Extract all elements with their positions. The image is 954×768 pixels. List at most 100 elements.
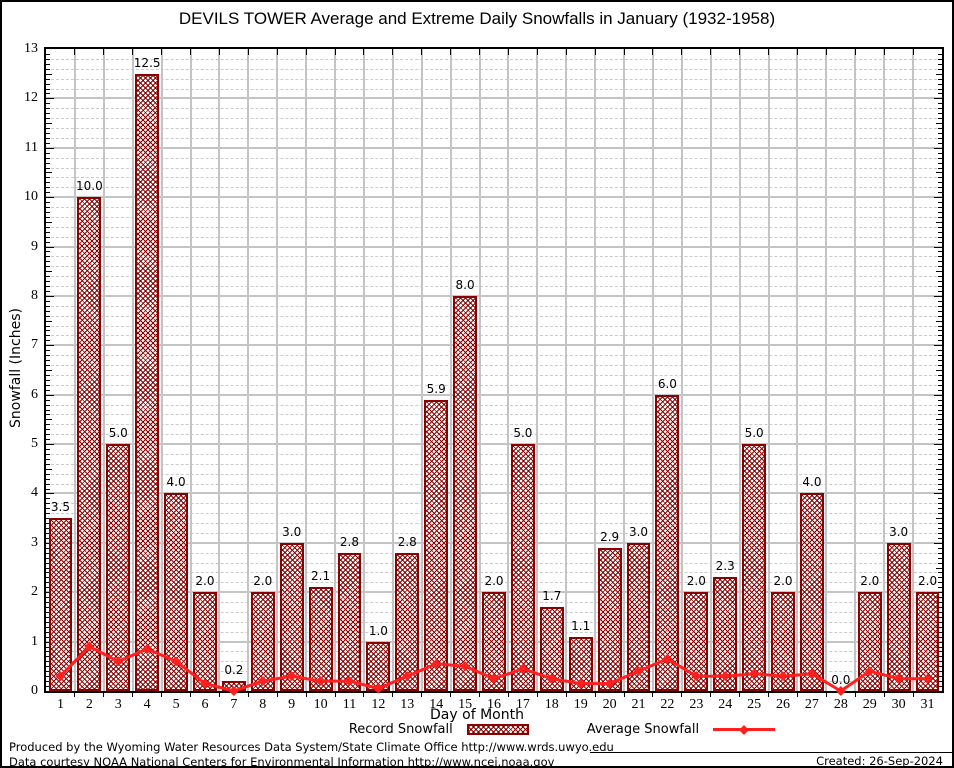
y-tick <box>46 374 50 376</box>
y-tick <box>938 152 942 154</box>
bar-value-label: 12.5 <box>133 55 161 70</box>
y-tick <box>938 142 942 144</box>
y-tick <box>46 142 50 144</box>
x-tick-label: 16 <box>487 697 501 712</box>
gridline-minor <box>46 463 942 465</box>
y-tick <box>46 325 50 327</box>
y-tick <box>46 562 50 564</box>
y-tick <box>46 394 54 396</box>
average-point-marker <box>402 671 413 682</box>
x-tick <box>276 691 278 697</box>
x-tick <box>594 49 596 55</box>
x-tick-label: 31 <box>920 697 935 712</box>
y-tick <box>46 503 50 505</box>
x-tick <box>392 49 394 55</box>
y-tick <box>938 651 942 653</box>
y-tick <box>938 53 942 55</box>
y-tick <box>46 414 50 416</box>
y-tick <box>938 429 942 431</box>
bar-value-label: 2.9 <box>600 529 620 544</box>
gridline-major <box>46 146 942 149</box>
y-tick <box>938 508 942 510</box>
y-tick <box>938 325 942 327</box>
x-tick <box>450 49 452 55</box>
created-date: Created: 26-Sep-2024 <box>816 754 943 768</box>
average-point-marker <box>344 676 355 687</box>
y-tick <box>938 523 942 525</box>
y-tick <box>46 172 52 174</box>
y-tick <box>936 518 942 520</box>
y-tick <box>46 557 50 559</box>
y-tick <box>938 192 942 194</box>
y-tick <box>938 631 942 633</box>
bar-value-label: 2.8 <box>397 534 417 549</box>
average-point-marker <box>662 653 673 664</box>
y-tick <box>46 197 54 199</box>
y-tick <box>938 621 942 623</box>
y-tick <box>938 414 942 416</box>
y-tick <box>936 419 942 421</box>
x-tick <box>479 691 481 697</box>
y-tick <box>46 681 50 683</box>
gridline-minor <box>46 68 942 70</box>
y-tick <box>938 88 942 90</box>
y-tick <box>936 320 942 322</box>
bar-value-label: 0.0 <box>831 673 851 687</box>
y-tick <box>46 300 50 302</box>
bar-value-label: 0.2 <box>224 663 244 678</box>
gridline-minor <box>46 276 942 278</box>
x-tick-label: 20 <box>602 697 617 712</box>
x-tick <box>768 49 770 55</box>
y-tick <box>46 424 50 426</box>
y-tick <box>938 315 942 317</box>
gridline-minor <box>46 523 942 525</box>
x-tick-label: 1 <box>56 697 64 712</box>
y-tick <box>46 78 50 80</box>
y-tick <box>938 582 942 584</box>
y-tick <box>938 360 942 362</box>
y-tick <box>938 602 942 604</box>
average-point-marker <box>517 663 528 674</box>
record-bar <box>799 493 824 691</box>
y-tick <box>938 681 942 683</box>
x-tick <box>392 691 394 697</box>
y-tick <box>46 444 54 446</box>
bar-value-label: 5.0 <box>513 426 533 441</box>
x-tick <box>74 691 76 697</box>
y-tick <box>46 488 50 490</box>
y-tick <box>938 63 942 65</box>
x-tick-label: 21 <box>631 697 646 712</box>
y-tick <box>936 172 942 174</box>
gridline-minor <box>46 256 942 258</box>
y-tick-label: 9 <box>31 238 38 254</box>
y-tick <box>46 271 52 273</box>
x-tick <box>565 49 567 55</box>
y-tick <box>938 458 942 460</box>
y-tick <box>46 202 50 204</box>
average-point-marker <box>171 656 182 667</box>
record-snowfall-swatch-icon <box>466 724 529 735</box>
y-tick <box>938 310 942 312</box>
y-tick <box>46 231 50 233</box>
bar-value-label: 2.0 <box>773 574 793 589</box>
x-tick <box>652 691 654 697</box>
x-tick <box>190 49 192 55</box>
gridline-major <box>46 245 942 248</box>
y-tick <box>938 241 942 243</box>
y-tick <box>938 572 942 574</box>
y-tick <box>46 335 50 337</box>
record-bar <box>626 542 651 691</box>
gridline-minor <box>46 513 942 515</box>
y-tick <box>938 478 942 480</box>
y-tick <box>938 607 942 609</box>
y-tick <box>934 98 942 100</box>
y-tick <box>46 192 50 194</box>
y-tick <box>46 295 54 297</box>
x-tick <box>536 691 538 697</box>
x-tick <box>363 49 365 55</box>
y-tick <box>46 83 50 85</box>
y-tick <box>938 305 942 307</box>
x-tick-label: 24 <box>718 697 733 712</box>
x-tick-label: 6 <box>201 697 209 712</box>
legend-record-label: Record Snowfall <box>348 722 453 737</box>
